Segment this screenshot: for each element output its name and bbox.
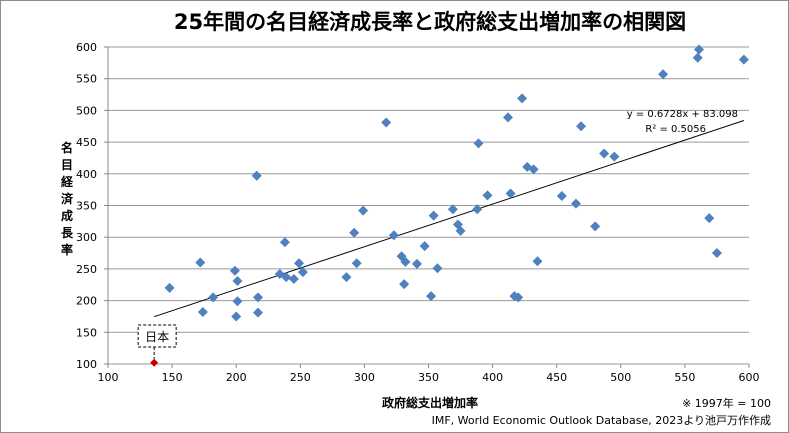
data-point-56 — [738, 54, 749, 65]
data-point-54 — [704, 213, 715, 224]
data-point-38 — [505, 188, 516, 199]
data-point-15 — [294, 258, 305, 269]
y-tick-label-500: 500 — [76, 104, 97, 117]
data-point-46 — [570, 198, 581, 209]
data-point-19 — [351, 258, 362, 269]
data-point-10 — [252, 292, 263, 303]
data-point-22 — [388, 230, 399, 241]
x-tick-label-600: 600 — [739, 371, 760, 384]
y-tick-labels: 100 150 200 250 300 350 400 450 500 550 600 — [76, 41, 97, 371]
highlight-label: 日本 — [145, 330, 169, 344]
data-point-25 — [400, 256, 411, 267]
chart-title: 25年間の名目経済成長率と政府総支出増加率の相関図 — [174, 10, 686, 34]
data-point-30 — [432, 263, 443, 274]
data-point-29 — [428, 210, 439, 221]
data-point-20 — [358, 205, 369, 216]
data-point-27 — [419, 241, 430, 252]
trendline-group — [153, 120, 745, 318]
x-tick-label-350: 350 — [418, 371, 439, 384]
data-point-41 — [517, 93, 528, 104]
base-year-note: ※ 1997年 = 100 — [682, 396, 771, 410]
x-tick-label-300: 300 — [354, 371, 375, 384]
data-point-8 — [251, 170, 262, 181]
x-tick-label-150: 150 — [162, 371, 183, 384]
data-point-21 — [381, 117, 392, 128]
trendline — [153, 120, 745, 318]
source-note: IMF, World Economic Outlook Database, 20… — [432, 414, 771, 427]
data-point-31 — [447, 204, 458, 215]
y-tick-label-600: 600 — [76, 41, 97, 54]
y-axis-label: 名目経済成長率 — [61, 140, 74, 257]
data-point-35 — [473, 138, 484, 149]
data-point-17 — [341, 272, 352, 283]
trendline-equation: y = 0.6728x + 83.098 — [627, 109, 738, 120]
data-point-52 — [692, 52, 703, 63]
data-point-3 — [208, 292, 219, 303]
data-point-50 — [609, 151, 620, 162]
data-point-47 — [576, 121, 587, 132]
x-tick-labels: 100 150 200 250 300 350 400 450 500 550 600 — [98, 371, 760, 384]
data-point-53 — [694, 44, 705, 55]
grid-lines — [104, 46, 750, 368]
data-point-37 — [502, 112, 513, 123]
data-point-16 — [297, 267, 308, 278]
y-tick-label-400: 400 — [76, 168, 97, 181]
data-point-43 — [528, 164, 539, 175]
highlight-callout-box — [137, 324, 177, 348]
data-point-14 — [288, 274, 299, 285]
data-point-6 — [232, 275, 243, 286]
data-point-18 — [349, 227, 360, 238]
data-point-49 — [599, 148, 610, 159]
y-tick-label-200: 200 — [76, 295, 97, 308]
y-tick-label-550: 550 — [76, 73, 97, 86]
highlight-group: 日本 — [137, 324, 177, 367]
y-tick-label-450: 450 — [76, 136, 97, 149]
y-tick-label-250: 250 — [76, 263, 97, 276]
x-tick-label-450: 450 — [546, 371, 567, 384]
y-tick-label-150: 150 — [76, 326, 97, 339]
data-point-48 — [590, 221, 601, 232]
data-point-1 — [195, 257, 206, 268]
data-point-36 — [482, 190, 493, 201]
x-tick-label-250: 250 — [290, 371, 311, 384]
x-axis-label: 政府総支出増加率 — [382, 395, 478, 410]
y-tick-label-100: 100 — [76, 358, 97, 371]
highlight-point — [150, 358, 159, 367]
data-point-55 — [711, 248, 722, 259]
data-point-0 — [164, 282, 175, 293]
x-tick-label-400: 400 — [482, 371, 503, 384]
data-points — [164, 44, 749, 322]
data-point-2 — [197, 307, 208, 318]
data-point-40 — [513, 292, 524, 303]
data-point-28 — [426, 291, 437, 302]
data-point-9 — [252, 307, 263, 318]
data-point-44 — [532, 256, 543, 267]
data-point-5 — [231, 311, 242, 322]
y-tick-label-350: 350 — [76, 200, 97, 213]
data-point-33 — [455, 225, 466, 236]
x-tick-label-200: 200 — [226, 371, 247, 384]
trendline-r-squared: R² = 0.5056 — [645, 124, 706, 135]
data-point-26 — [411, 258, 422, 269]
x-tick-label-100: 100 — [98, 371, 119, 384]
x-tick-label-500: 500 — [610, 371, 631, 384]
data-point-45 — [556, 190, 567, 201]
x-tick-label-550: 550 — [674, 371, 695, 384]
data-point-4 — [229, 265, 240, 276]
data-point-24 — [399, 279, 410, 290]
data-point-13 — [281, 272, 292, 283]
data-point-34 — [472, 204, 483, 215]
data-point-12 — [279, 237, 290, 248]
data-point-51 — [658, 69, 669, 80]
y-tick-label-300: 300 — [76, 231, 97, 244]
data-point-7 — [232, 296, 243, 307]
